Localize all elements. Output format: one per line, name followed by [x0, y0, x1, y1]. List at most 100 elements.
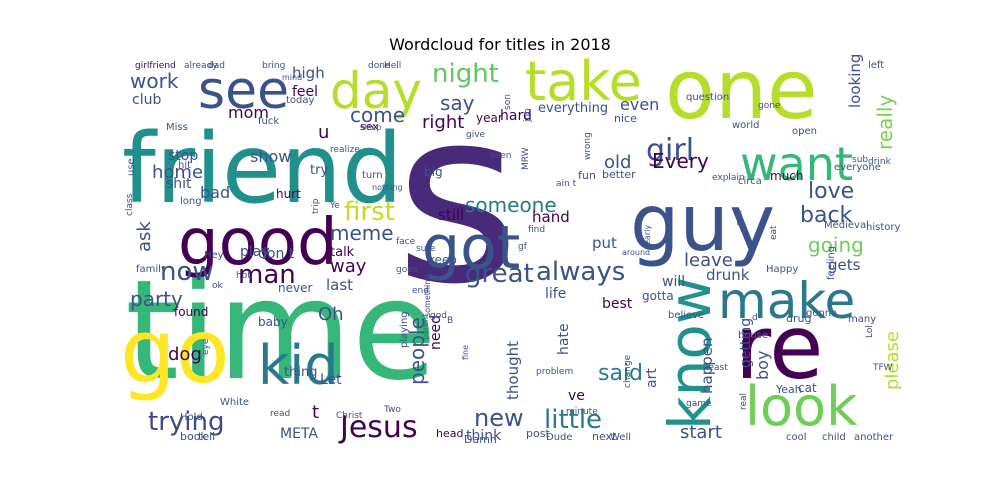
word-believe: believe — [668, 310, 704, 321]
word-play: play — [240, 244, 270, 260]
word-talk: talk — [330, 245, 355, 260]
word-mind: mind — [282, 73, 302, 82]
word-nice: nice — [614, 112, 637, 125]
word-new: new — [474, 404, 524, 432]
word-love: love — [808, 179, 854, 204]
word-book: book — [180, 430, 207, 443]
word-looking: looking — [846, 54, 864, 108]
word-circa: circa — [738, 176, 762, 187]
word-best: best — [602, 296, 633, 312]
word-t: t — [312, 402, 319, 423]
word-now: now — [160, 257, 214, 287]
word-face: face — [396, 237, 416, 247]
word-still: still — [438, 206, 464, 224]
word-hold: Hold — [180, 412, 203, 423]
word-one: one — [665, 43, 818, 138]
word-getting: getting — [738, 318, 754, 368]
word-playing: playing — [399, 311, 410, 348]
word-good: good — [178, 206, 338, 280]
word-damn: Damn — [464, 433, 497, 446]
word-open: open — [792, 126, 817, 137]
word-got: got — [422, 213, 520, 283]
word-let: Let — [320, 372, 342, 388]
word-wrong: wrong — [583, 132, 593, 160]
word-nothing: nothing — [372, 183, 403, 192]
word-party: party — [130, 287, 183, 311]
word-meta: META — [280, 426, 318, 442]
word-old: old — [604, 152, 631, 173]
word-will: will — [662, 274, 685, 290]
word-feel: feel — [292, 84, 318, 100]
word-u: u — [318, 122, 329, 143]
word-bring: bring — [262, 61, 285, 71]
word-ok: ok — [212, 281, 224, 291]
word-home: home — [152, 162, 203, 183]
word-please: please — [882, 331, 903, 390]
word-change: change — [623, 354, 633, 388]
word-yeah: Yeah — [775, 383, 802, 396]
word-ve: ve — [568, 388, 585, 404]
word-man: man — [238, 260, 296, 290]
word-hurt: hurt — [276, 187, 301, 201]
word-boy: boy — [753, 351, 772, 380]
word-b: B — [447, 316, 453, 326]
word-shit: shit — [166, 176, 192, 192]
word-take: take — [525, 50, 642, 113]
word-never: never — [278, 281, 312, 295]
word-jesus: Jesus — [338, 410, 418, 445]
word-oh: Oh — [318, 304, 344, 325]
word-problem: problem — [536, 367, 573, 377]
word-post: post — [526, 427, 550, 440]
word-class: class — [125, 193, 135, 216]
word-today: today — [286, 95, 315, 106]
word-don-t: don t — [258, 246, 295, 262]
word-little: little — [544, 405, 602, 435]
word-put: put — [592, 234, 617, 252]
word-something: something — [423, 275, 432, 317]
word-drug: drug — [786, 312, 811, 325]
word-hard: hard — [500, 108, 532, 124]
word-girl: girl — [646, 133, 694, 168]
word-cat: cat — [798, 381, 817, 395]
word-show: show — [250, 147, 291, 166]
word-eye: eye — [201, 338, 211, 355]
word-give: give — [466, 130, 486, 140]
word-christ: Christ — [336, 411, 363, 421]
chart-title: Wordcloud for titles in 2018 — [389, 35, 611, 54]
word-found: found — [174, 305, 208, 319]
word-re: re — [735, 296, 823, 399]
word-another: another — [854, 432, 894, 443]
word-dude: Dude — [546, 432, 573, 443]
word-ask: ask — [134, 221, 155, 252]
word-everyone: everyone — [834, 162, 881, 173]
word-game: game — [686, 399, 712, 409]
word-first: first — [344, 197, 395, 227]
word-know: know — [656, 277, 724, 430]
word-trying: trying — [148, 407, 224, 437]
word-try: try — [310, 163, 328, 178]
word-thing: thing — [284, 365, 317, 380]
word-hit: hit — [178, 160, 191, 171]
word-guy: guy — [630, 179, 775, 269]
word-job: job — [523, 108, 533, 123]
word-drunk: drunk — [706, 266, 750, 284]
word-done: done — [368, 61, 391, 71]
word-baby: baby — [258, 315, 288, 329]
word-come: come — [350, 103, 405, 127]
word-world: world — [732, 120, 760, 131]
word-going: going — [808, 233, 864, 257]
word-better: better — [602, 168, 636, 181]
word-year: year — [476, 111, 503, 125]
word-make: make — [718, 272, 855, 330]
word-mrw: MRW — [521, 147, 531, 170]
word-big: big — [424, 165, 443, 179]
word-sub: sub — [852, 155, 868, 165]
word-miss: Miss — [166, 122, 188, 133]
word-gonna: gonna — [806, 308, 837, 319]
word-early: early — [643, 225, 652, 245]
word-realize: realize — [330, 145, 360, 155]
word-every: Every — [652, 149, 709, 173]
word-said: said — [598, 361, 643, 386]
